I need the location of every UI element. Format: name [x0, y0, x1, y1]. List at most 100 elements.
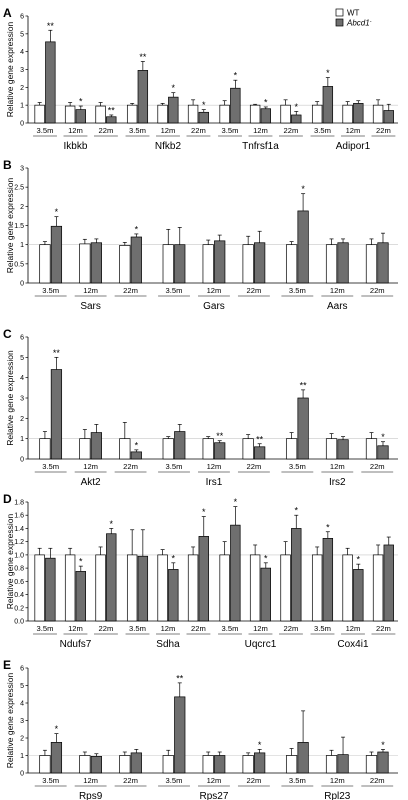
gene-group-aars: * 3.5m 12m 22m Aars	[281, 184, 394, 312]
bar-wt	[39, 244, 51, 284]
gene-label: Cox4i1	[337, 639, 369, 650]
bar-abcd1	[291, 114, 302, 124]
bar-abcd1	[337, 242, 349, 284]
y-tick-label: 5	[20, 355, 24, 362]
gene-group-adipor1: * 3.5m 12m 22m Adipor1	[310, 68, 396, 152]
significance-marker: *	[79, 97, 83, 107]
bar-wt	[95, 105, 106, 124]
significance-marker: *	[172, 553, 176, 563]
bar-abcd1	[254, 446, 266, 460]
y-tick-label: 1.0	[14, 552, 24, 559]
bar-wt	[285, 438, 298, 460]
significance-marker: **	[216, 431, 224, 441]
bar-abcd1	[383, 544, 394, 622]
age-label: 3.5m	[289, 776, 306, 785]
bar-wt	[79, 243, 91, 284]
significance-marker: *	[55, 724, 59, 734]
bar-wt	[242, 438, 254, 460]
bar-abcd1	[214, 442, 226, 460]
significance-marker: *	[295, 506, 299, 516]
gene-group-sars: * 3.5m 12m * 22m Sars	[34, 207, 147, 312]
bar-wt	[219, 554, 230, 622]
significance-marker: *	[326, 522, 330, 532]
significance-marker: *	[326, 68, 330, 78]
bar-abcd1	[297, 397, 309, 460]
y-tick-label: 0.6	[14, 579, 24, 586]
bar-wt	[342, 554, 353, 622]
bar-wt	[325, 755, 338, 774]
y-tick-label: 6	[20, 666, 24, 673]
bar-abcd1	[50, 225, 63, 284]
bar-wt	[126, 104, 138, 124]
panel-letter: D	[3, 492, 12, 506]
significance-marker: *	[258, 740, 262, 750]
significance-marker: *	[357, 555, 361, 565]
significance-marker: **	[256, 434, 264, 444]
gene-label: Nfkb2	[155, 141, 182, 152]
bar-wt	[187, 104, 199, 124]
age-label: 12m	[83, 286, 98, 295]
y-axis-label: Relative gene expression	[5, 22, 15, 118]
gene-label: Akt2	[81, 477, 101, 488]
significance-marker: *	[381, 432, 385, 442]
bar-wt	[280, 554, 291, 622]
bar-abcd1	[337, 754, 349, 774]
age-label: 22m	[376, 126, 391, 135]
bar-abcd1	[377, 242, 389, 284]
y-axis-label: Relative gene expression	[5, 178, 15, 274]
gene-label: Irs2	[329, 477, 346, 488]
bar-wt	[119, 245, 131, 284]
age-label: 22m	[123, 776, 138, 785]
age-label: 3.5m	[289, 462, 306, 471]
age-label: 12m	[161, 624, 176, 633]
significance-marker: *	[234, 71, 238, 81]
bar-abcd1	[322, 538, 334, 622]
bar-abcd1	[383, 110, 394, 124]
bar-abcd1	[198, 536, 209, 622]
gene-label: Sars	[80, 301, 101, 312]
bar-abcd1	[90, 756, 102, 774]
age-label: 22m	[376, 624, 391, 633]
bar-wt	[280, 104, 291, 124]
bar-wt	[64, 554, 76, 622]
bar-wt	[157, 104, 168, 124]
significance-marker: *	[79, 557, 83, 567]
gene-label: Rps9	[79, 791, 103, 800]
bar-abcd1	[377, 445, 389, 460]
bar-abcd1	[214, 755, 226, 774]
bar-abcd1	[90, 432, 102, 460]
age-label: 3.5m	[166, 286, 183, 295]
significance-marker: *	[135, 440, 139, 450]
significance-marker: *	[381, 740, 385, 750]
gene-label: Rps27	[200, 791, 229, 800]
y-tick-label: 2	[20, 204, 24, 211]
y-tick-label: 0	[20, 281, 24, 288]
y-axis-label: Relative gene expression	[5, 673, 15, 769]
age-label: 12m	[207, 776, 222, 785]
age-label: 22m	[370, 286, 385, 295]
legend-label-wt: WT	[347, 9, 360, 18]
bar-wt	[39, 438, 51, 460]
bar-wt	[126, 554, 138, 622]
age-label: 12m	[68, 624, 83, 633]
y-tick-label: 1	[20, 436, 24, 443]
age-label: 22m	[99, 126, 114, 135]
bar-abcd1	[168, 96, 179, 124]
age-label: 3.5m	[129, 126, 146, 135]
age-label: 3.5m	[42, 462, 59, 471]
bar-wt	[187, 554, 199, 622]
y-tick-label: 6	[20, 14, 24, 21]
y-tick-label: 0.5	[14, 261, 24, 268]
gene-group-ikbkb: ** 3.5m * 12m ** 22m Ikbkb	[33, 21, 118, 152]
gene-group-cox4i1: * 3.5m * 12m 22m Cox4i1	[310, 522, 396, 650]
age-label: 12m	[83, 776, 98, 785]
significance-marker: **	[300, 380, 308, 390]
gene-group-rpl23: 3.5m 12m * 22m Rpl23	[281, 710, 394, 800]
bar-wt	[242, 244, 254, 284]
bar-abcd1	[174, 431, 186, 460]
bar-abcd1	[90, 242, 102, 284]
bar-wt	[285, 755, 298, 774]
y-tick-label: 0	[20, 771, 24, 778]
